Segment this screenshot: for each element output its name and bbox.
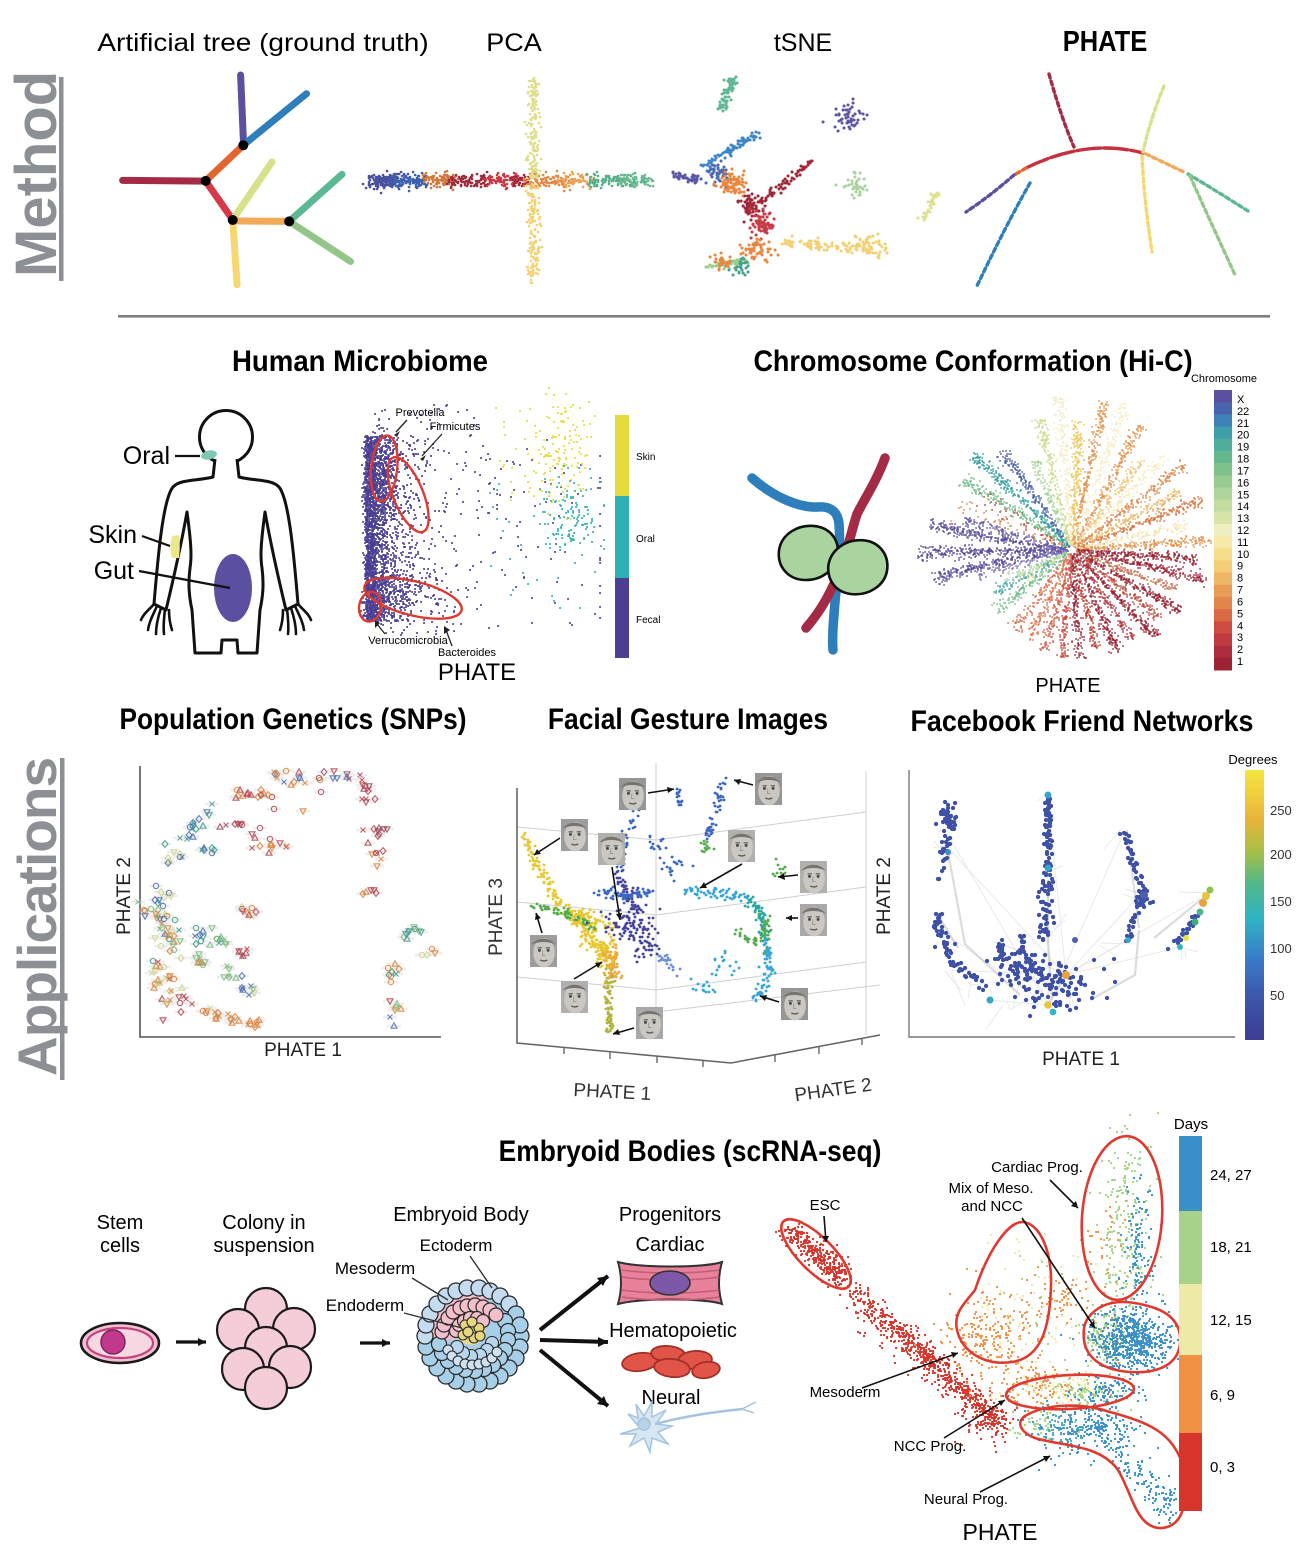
svg-text:9: 9 bbox=[1237, 561, 1243, 573]
svg-text:Embryoid Bodies (scRNA-seq): Embryoid Bodies (scRNA-seq) bbox=[499, 1133, 882, 1167]
svg-text:Fecal: Fecal bbox=[636, 615, 660, 626]
svg-text:Embryoid Body: Embryoid Body bbox=[393, 1204, 529, 1226]
svg-text:21: 21 bbox=[1237, 418, 1249, 430]
svg-text:Mesoderm: Mesoderm bbox=[810, 1384, 881, 1401]
svg-text:18: 18 bbox=[1237, 454, 1249, 466]
svg-text:100: 100 bbox=[1270, 941, 1292, 956]
svg-text:Human Microbiome: Human Microbiome bbox=[232, 345, 488, 378]
svg-text:PHATE: PHATE bbox=[1063, 24, 1148, 57]
svg-text:150: 150 bbox=[1270, 894, 1292, 909]
svg-text:X: X bbox=[1237, 394, 1245, 406]
svg-text:Chromosome Conformation (Hi-C): Chromosome Conformation (Hi-C) bbox=[753, 345, 1192, 379]
svg-text:Oral: Oral bbox=[636, 534, 655, 545]
svg-text:Mix of Meso.: Mix of Meso. bbox=[948, 1180, 1033, 1197]
svg-text:14: 14 bbox=[1237, 501, 1249, 513]
svg-text:10: 10 bbox=[1237, 549, 1249, 561]
svg-text:Hematopoietic: Hematopoietic bbox=[609, 1320, 737, 1342]
svg-text:Firmicutes: Firmicutes bbox=[430, 421, 481, 433]
svg-text:ESC: ESC bbox=[810, 1197, 841, 1214]
svg-text:PHATE: PHATE bbox=[1035, 675, 1100, 697]
svg-text:Chromosome: Chromosome bbox=[1191, 373, 1257, 385]
svg-text:6: 6 bbox=[1237, 596, 1243, 608]
svg-text:20: 20 bbox=[1237, 430, 1249, 442]
svg-text:and NCC: and NCC bbox=[961, 1198, 1023, 1215]
svg-text:19: 19 bbox=[1237, 442, 1249, 454]
svg-text:Neural: Neural bbox=[642, 1387, 701, 1409]
svg-text:Mesoderm: Mesoderm bbox=[335, 1259, 415, 1278]
svg-text:Cardiac: Cardiac bbox=[636, 1234, 705, 1256]
svg-text:11: 11 bbox=[1237, 537, 1248, 549]
svg-text:2: 2 bbox=[1237, 644, 1243, 656]
svg-text:Applications: Applications bbox=[6, 758, 68, 1076]
svg-text:Stem: Stem bbox=[97, 1212, 144, 1234]
svg-text:PCA: PCA bbox=[486, 28, 542, 57]
svg-text:8: 8 bbox=[1237, 573, 1243, 585]
svg-text:PHATE: PHATE bbox=[438, 659, 516, 686]
svg-text:NCC Prog.: NCC Prog. bbox=[894, 1438, 967, 1455]
svg-text:Facebook Friend Networks: Facebook Friend Networks bbox=[911, 705, 1254, 739]
svg-text:Progenitors: Progenitors bbox=[619, 1204, 721, 1226]
svg-text:3: 3 bbox=[1237, 632, 1243, 644]
svg-text:4: 4 bbox=[1237, 620, 1243, 632]
svg-text:Days: Days bbox=[1174, 1116, 1208, 1133]
svg-text:tSNE: tSNE bbox=[774, 29, 832, 57]
svg-text:Cardiac Prog.: Cardiac Prog. bbox=[991, 1159, 1083, 1176]
svg-text:Population Genetics (SNPs): Population Genetics (SNPs) bbox=[120, 701, 467, 735]
svg-text:15: 15 bbox=[1237, 489, 1249, 501]
svg-text:PHATE 2: PHATE 2 bbox=[874, 857, 895, 935]
svg-text:16: 16 bbox=[1237, 477, 1249, 489]
svg-text:Gut: Gut bbox=[94, 557, 134, 585]
svg-text:Colony in: Colony in bbox=[222, 1212, 305, 1234]
svg-text:0, 3: 0, 3 bbox=[1210, 1459, 1235, 1476]
svg-text:Skin: Skin bbox=[636, 452, 655, 463]
svg-text:Ectoderm: Ectoderm bbox=[420, 1236, 493, 1255]
svg-text:200: 200 bbox=[1270, 847, 1292, 862]
svg-text:50: 50 bbox=[1270, 988, 1284, 1003]
svg-text:PHATE: PHATE bbox=[963, 1519, 1038, 1545]
svg-text:18, 21: 18, 21 bbox=[1210, 1239, 1252, 1256]
svg-text:suspension: suspension bbox=[213, 1235, 314, 1257]
svg-text:Bacteroides: Bacteroides bbox=[438, 647, 497, 659]
svg-text:Facial Gesture Images: Facial Gesture Images bbox=[548, 701, 828, 735]
svg-text:Method: Method bbox=[4, 71, 69, 277]
svg-text:6, 9: 6, 9 bbox=[1210, 1387, 1235, 1404]
svg-text:250: 250 bbox=[1270, 803, 1292, 818]
svg-text:Degrees: Degrees bbox=[1228, 752, 1278, 767]
svg-text:Prevotella: Prevotella bbox=[396, 407, 446, 419]
svg-text:17: 17 bbox=[1237, 465, 1249, 477]
svg-text:PHATE 1: PHATE 1 bbox=[573, 1080, 652, 1105]
svg-text:24, 27: 24, 27 bbox=[1210, 1167, 1252, 1184]
svg-text:22: 22 bbox=[1237, 406, 1249, 418]
svg-text:Skin: Skin bbox=[88, 521, 137, 549]
svg-text:Artificial tree (ground truth): Artificial tree (ground truth) bbox=[97, 28, 428, 56]
svg-text:12: 12 bbox=[1237, 525, 1249, 537]
svg-text:PHATE 3: PHATE 3 bbox=[486, 878, 507, 956]
svg-text:5: 5 bbox=[1237, 608, 1243, 620]
svg-text:Oral: Oral bbox=[123, 442, 170, 470]
svg-text:PHATE 2: PHATE 2 bbox=[114, 857, 135, 935]
svg-text:Verrucomicrobia: Verrucomicrobia bbox=[368, 635, 448, 647]
svg-text:13: 13 bbox=[1237, 513, 1249, 525]
svg-text:cells: cells bbox=[100, 1235, 140, 1257]
svg-text:1: 1 bbox=[1237, 656, 1243, 668]
svg-text:12, 15: 12, 15 bbox=[1210, 1312, 1252, 1329]
svg-text:PHATE 1: PHATE 1 bbox=[1042, 1049, 1120, 1070]
svg-text:7: 7 bbox=[1237, 585, 1243, 597]
svg-text:PHATE 1: PHATE 1 bbox=[264, 1040, 342, 1061]
svg-text:Endoderm: Endoderm bbox=[326, 1296, 404, 1315]
svg-text:Neural Prog.: Neural Prog. bbox=[924, 1491, 1008, 1508]
